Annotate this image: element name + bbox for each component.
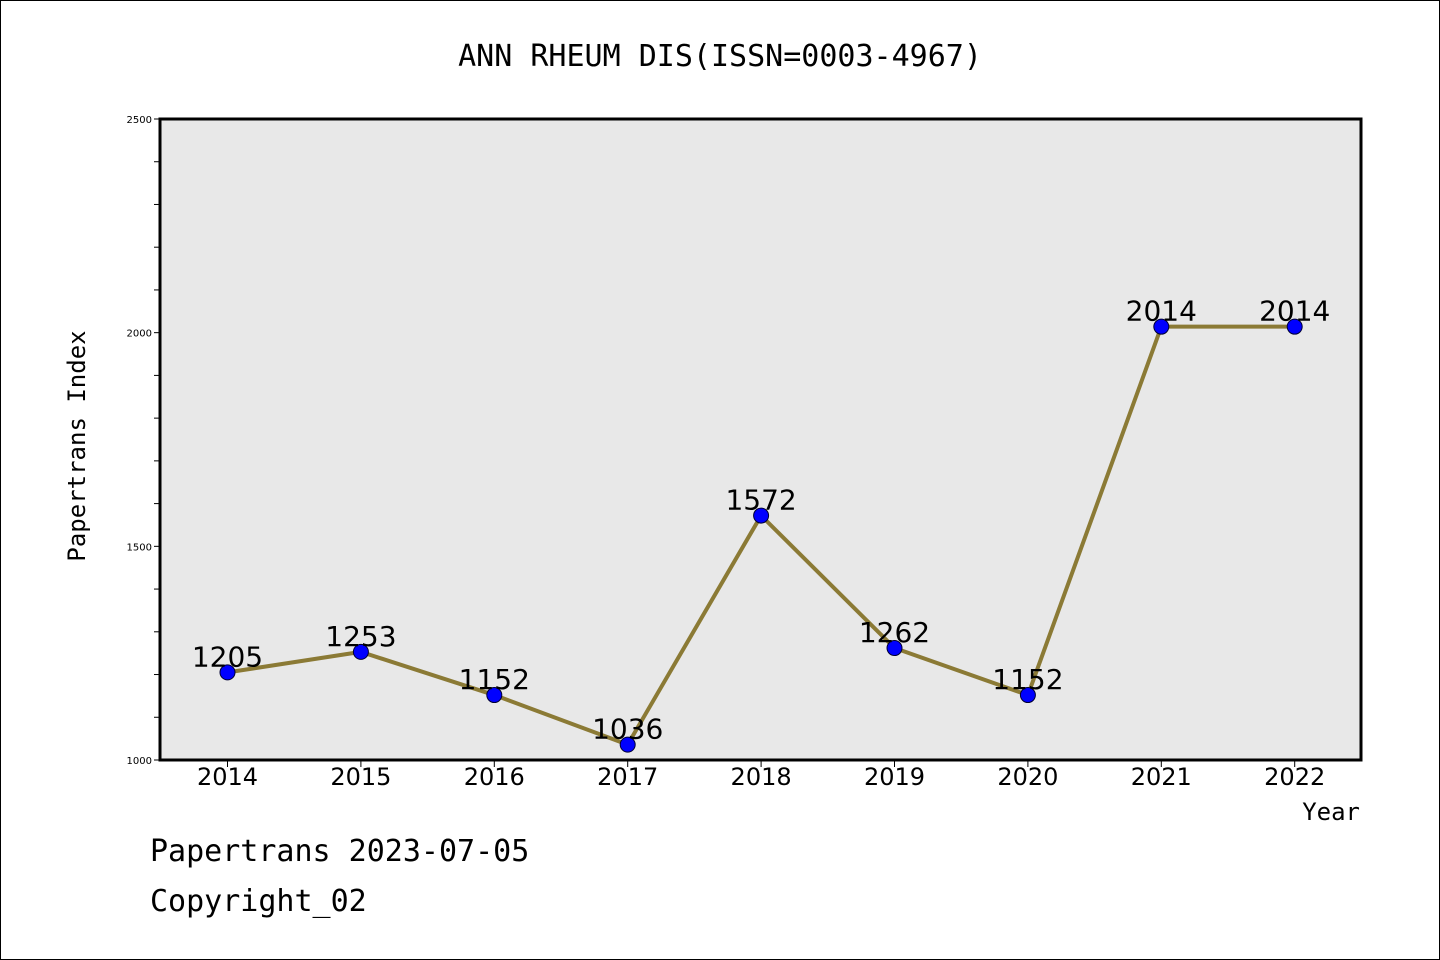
data-label: 1036 bbox=[592, 713, 663, 746]
data-point bbox=[619, 736, 636, 753]
y-tick-label: 2000 bbox=[127, 329, 152, 340]
data-label: 1152 bbox=[992, 663, 1063, 696]
footer-copyright: Copyright_02 bbox=[150, 884, 367, 919]
x-tick-label: 2021 bbox=[1131, 763, 1192, 791]
data-label: 1253 bbox=[325, 620, 396, 653]
plot-area bbox=[158, 117, 1363, 762]
y-tick-label: 1500 bbox=[127, 542, 152, 553]
data-point bbox=[486, 687, 503, 704]
x-tick-label: 2018 bbox=[731, 763, 792, 791]
y-tick-label: 2500 bbox=[127, 115, 152, 126]
x-tick-label: 2015 bbox=[330, 763, 391, 791]
data-label: 1205 bbox=[192, 640, 263, 673]
series bbox=[219, 318, 1303, 753]
x-tick-label: 2019 bbox=[864, 763, 925, 791]
data-point bbox=[753, 507, 770, 524]
x-tick-label: 2017 bbox=[597, 763, 658, 791]
data-point bbox=[1286, 318, 1303, 335]
y-axis-label: Papertrans Index bbox=[63, 330, 91, 561]
x-tick-label: 2020 bbox=[997, 763, 1058, 791]
data-point bbox=[352, 643, 369, 660]
data-point bbox=[886, 640, 903, 657]
y-axis: 1000 1500 2000 2500 bbox=[127, 115, 160, 767]
data-point bbox=[219, 664, 236, 681]
x-axis: 2014 2015 2016 2017 2018 2019 2020 2021 2022 bbox=[197, 760, 1325, 791]
data-label: 2014 bbox=[1126, 295, 1197, 328]
footer-date: Papertrans 2023-07-05 bbox=[150, 834, 530, 869]
data-point bbox=[1019, 687, 1036, 704]
x-tick-label: 2022 bbox=[1264, 763, 1325, 791]
data-label: 1572 bbox=[725, 484, 796, 517]
x-axis-label: Year bbox=[1302, 798, 1360, 826]
data-labels: 1205 1253 1152 1036 1572 1262 1152 2014 2014 bbox=[192, 295, 1330, 746]
data-label: 1152 bbox=[459, 663, 530, 696]
chart-title: ANN RHEUM DIS(ISSN=0003-4967) bbox=[458, 39, 982, 74]
data-point bbox=[1153, 318, 1170, 335]
x-tick-label: 2014 bbox=[197, 763, 258, 791]
x-tick-label: 2016 bbox=[464, 763, 525, 791]
y-tick-label: 1000 bbox=[127, 756, 152, 767]
data-label: 2014 bbox=[1259, 295, 1330, 328]
data-label: 1262 bbox=[859, 616, 930, 649]
